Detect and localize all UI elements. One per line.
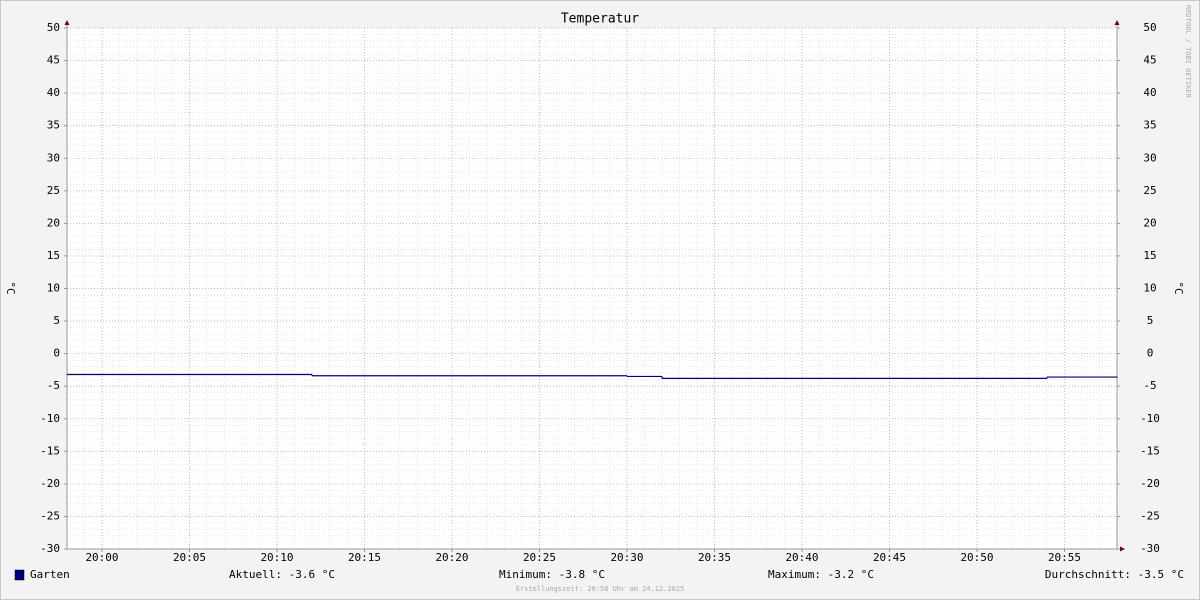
legend-stat: Durchschnitt: -3.5 °C [1045,568,1184,581]
x-tick-label: 20:05 [173,551,206,564]
footer: Erstellungszeit: 20:58 Uhr am 24.12.2025 [516,585,685,593]
x-tick-label: 20:55 [1048,551,1081,564]
y-tick-label: 5 [53,314,60,327]
legend-stat: Minimum: -3.8 °C [499,568,605,581]
watermark: RRDTOOL / TOBI OETIKER [1184,5,1192,99]
x-tick-label: 20:10 [260,551,293,564]
axis-arrow [1114,20,1120,25]
x-tick-label: 20:35 [698,551,731,564]
axis-arrow [64,20,70,25]
y-tick-label: -15 [40,444,60,457]
y2-tick-label: -15 [1140,444,1160,457]
x-tick-label: 20:15 [348,551,381,564]
y2-tick-label: -5 [1143,379,1156,392]
y2-tick-label: 45 [1143,54,1156,67]
y2-tick-label: 0 [1147,347,1154,360]
y2-tick-label: 5 [1147,314,1154,327]
point [1116,376,1118,378]
y2-tick-label: 35 [1143,119,1156,132]
x-tick-label: 20:45 [873,551,906,564]
y2-tick-label: 25 [1143,184,1156,197]
y2-tick-label: -20 [1140,477,1160,490]
y-tick-label: 15 [47,249,60,262]
legend-label: Garten [30,568,70,581]
y-tick-label: -20 [40,477,60,490]
grid [66,27,1118,550]
y2-tick-label: -30 [1140,542,1160,555]
y2-tick-label: 20 [1143,216,1156,229]
y-axis-label: °C [4,281,17,294]
y-tick-label: 35 [47,119,60,132]
x-tick-label: 20:40 [785,551,818,564]
chart-title: Temperatur [561,12,639,27]
y2-tick-label: 10 [1143,282,1156,295]
y2-tick-label: 40 [1143,86,1156,99]
y-tick-label: 30 [47,151,60,164]
x-tick-label: 20:50 [960,551,993,564]
y-tick-label: 40 [47,86,60,99]
y-tick-label: 0 [53,347,60,360]
y2-axis-label: °C [1172,281,1185,294]
y-tick-label: 20 [47,216,60,229]
x-tick-label: 20:00 [85,551,118,564]
y-tick-label: -5 [47,379,60,392]
y-tick-label: 50 [47,21,60,34]
y2-tick-label: -25 [1140,509,1160,522]
y2-tick-label: 15 [1143,249,1156,262]
y2-tick-label: 30 [1143,151,1156,164]
y2-tick-label: 50 [1143,21,1156,34]
x-tick-label: 20:30 [610,551,643,564]
y-tick-label: -25 [40,509,60,522]
legend-stat: Aktuell: -3.6 °C [229,568,335,581]
y-tick-label: -10 [40,412,60,425]
x-tick-label: 20:20 [435,551,468,564]
y2-tick-label: -10 [1140,412,1160,425]
y-tick-label: 25 [47,184,60,197]
y-tick-label: -30 [40,542,60,555]
legend-swatch [14,569,25,581]
x-tick-label: 20:25 [523,551,556,564]
y-tick-label: 45 [47,54,60,67]
axis-arrow [1120,546,1125,552]
y-tick-label: 10 [47,282,60,295]
legend-stat: Maximum: -3.2 °C [768,568,874,581]
